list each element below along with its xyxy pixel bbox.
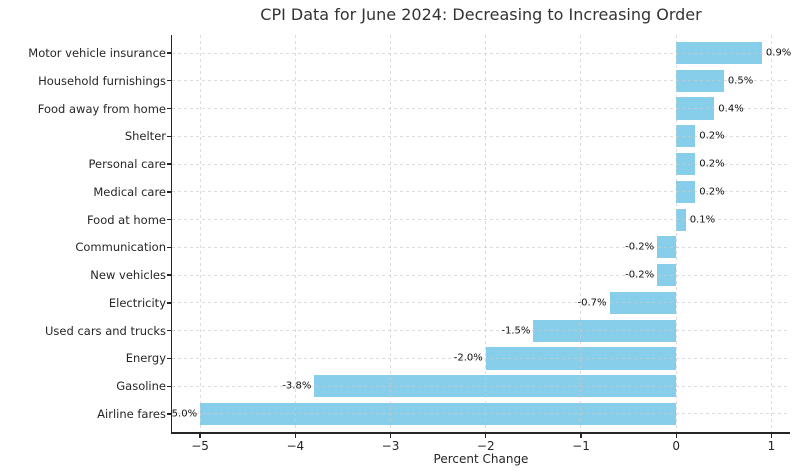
x-tick-label: −4	[286, 439, 305, 453]
y-tick	[166, 246, 171, 249]
y-gridline	[172, 357, 790, 359]
y-gridline	[172, 413, 790, 415]
x-tick-label: −1	[572, 439, 590, 453]
y-tick-label: Food at home	[86, 212, 166, 227]
bar-value-label: -2.0%	[453, 352, 483, 364]
left-spine	[170, 35, 173, 434]
bar-value-label: 0.5%	[727, 75, 754, 87]
x-axis-label: Percent Change	[433, 452, 529, 466]
x-tick	[580, 433, 582, 438]
x-gridline	[675, 35, 677, 432]
y-tick-label: Airline fares	[97, 406, 166, 421]
y-gridline	[172, 108, 790, 110]
y-tick	[166, 135, 171, 137]
bar-value-label: 0.9%	[765, 47, 792, 59]
x-tick	[675, 433, 677, 438]
x-gridline	[294, 35, 296, 432]
x-tick	[770, 433, 773, 438]
bar-value-label: -5.0%	[168, 408, 198, 420]
y-gridline	[172, 274, 790, 276]
y-gridline	[172, 302, 790, 304]
y-tick-label: Shelter	[124, 129, 166, 144]
x-tick	[389, 433, 392, 438]
y-tick	[166, 107, 171, 110]
y-tick	[166, 330, 171, 332]
y-gridline	[172, 385, 790, 387]
y-tick-label: Food away from home	[37, 101, 166, 116]
y-tick-label: New vehicles	[90, 268, 166, 283]
bar-value-label: -3.8%	[282, 380, 312, 392]
y-gridline	[172, 52, 790, 54]
y-tick-label: Motor vehicle insurance	[28, 46, 166, 61]
x-gridline	[199, 35, 201, 432]
y-tick	[166, 413, 171, 415]
y-tick-label: Gasoline	[116, 379, 166, 394]
y-tick	[166, 218, 171, 221]
bar-value-label: -0.7%	[577, 297, 607, 309]
y-tick	[166, 385, 171, 387]
y-tick-label: Personal care	[88, 157, 166, 172]
y-tick	[166, 163, 171, 165]
x-gridline	[580, 35, 582, 432]
x-tick-label: −5	[191, 439, 209, 453]
y-gridline	[172, 135, 790, 137]
y-tick-label: Communication	[75, 240, 166, 255]
bar-value-label: -0.2%	[625, 241, 655, 253]
y-gridline	[172, 80, 790, 82]
x-tick	[199, 433, 201, 438]
y-tick-label: Household furnishings	[38, 73, 166, 88]
bar-value-label: 0.2%	[699, 158, 725, 170]
bar-value-label: 0.2%	[699, 186, 725, 198]
x-tick	[294, 433, 296, 438]
y-tick	[166, 357, 171, 360]
y-gridline	[172, 246, 790, 248]
y-tick	[166, 191, 171, 193]
y-tick	[166, 52, 171, 54]
x-gridline	[390, 35, 392, 432]
bar-value-label: -0.2%	[625, 269, 655, 281]
x-tick	[485, 433, 487, 438]
y-gridline	[172, 219, 790, 221]
bar-value-label: 0.2%	[699, 130, 725, 142]
x-tick-label: −2	[476, 439, 495, 453]
y-gridline	[172, 163, 790, 165]
x-tick-label: −3	[381, 439, 400, 453]
x-tick-label: 1	[767, 439, 776, 453]
y-tick	[166, 80, 171, 82]
bottom-spine	[170, 432, 790, 434]
chart-title: CPI Data for June 2024: Decreasing to In…	[260, 5, 702, 24]
bar-value-label: 0.4%	[718, 103, 744, 115]
y-tick	[166, 302, 171, 304]
y-tick-label: Electricity	[108, 295, 166, 310]
x-gridline	[485, 35, 487, 432]
y-tick-label: Energy	[125, 351, 166, 366]
y-tick-label: Medical care	[93, 184, 166, 199]
bar-value-label: -1.5%	[501, 325, 531, 337]
x-gridline	[770, 35, 772, 432]
x-tick-label: 0	[672, 439, 681, 453]
y-tick-label: Used cars and trucks	[45, 323, 166, 338]
bar-value-label: 0.1%	[689, 214, 716, 226]
y-gridline	[172, 330, 790, 332]
y-gridline	[172, 191, 790, 193]
y-tick	[166, 274, 171, 276]
